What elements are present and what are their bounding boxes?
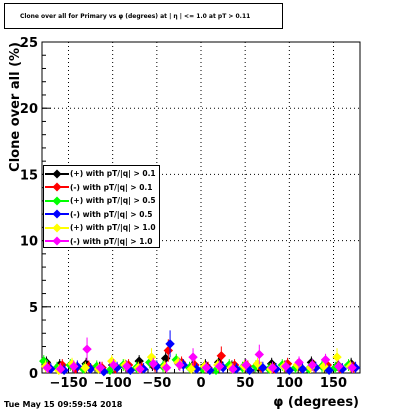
y-tick-label: 10 — [20, 235, 38, 250]
legend-marker — [44, 223, 70, 233]
x-tick-label: −100 — [94, 376, 132, 391]
data-point — [324, 365, 334, 376]
data-point — [347, 362, 357, 373]
legend-entry: (-) with pT/|q| > 0.5 — [44, 208, 159, 222]
data-point — [186, 364, 196, 374]
legend-marker — [44, 209, 70, 219]
data-point — [244, 365, 255, 376]
legend-label: (-) with pT/|q| > 0.5 — [70, 209, 153, 219]
data-point — [267, 362, 278, 373]
legend-entry: (+) with pT/|q| > 0.1 — [44, 167, 159, 181]
legend-label: (+) with pT/|q| > 0.1 — [70, 169, 156, 179]
chart-legend: (+) with pT/|q| > 0.1 (-) with pT/|q| > 0… — [43, 165, 160, 248]
y-tick-label: 5 — [29, 301, 38, 316]
datestamp: Tue May 15 09:59:54 2018 — [4, 400, 123, 409]
data-point — [281, 361, 291, 372]
legend-marker — [44, 196, 70, 206]
data-point — [214, 361, 225, 372]
data-point — [188, 352, 198, 362]
data-point — [105, 365, 115, 376]
data-point — [135, 364, 145, 374]
y-tick-label: 25 — [20, 36, 38, 51]
data-point — [216, 351, 227, 361]
y-axis-label: Clone over all (%) — [8, 42, 23, 172]
y-tick-label: 0 — [29, 367, 38, 382]
y-tick-label: 15 — [20, 168, 38, 183]
data-points — [39, 330, 361, 377]
chart-title-text: Clone over all for Primary vs φ (degrees… — [20, 13, 251, 20]
data-point — [55, 364, 66, 374]
data-point — [297, 364, 308, 374]
legend-entry: (+) with pT/|q| > 1.0 — [44, 221, 159, 235]
data-point — [175, 360, 185, 370]
x-tick-label: −150 — [49, 376, 87, 391]
data-point — [258, 362, 268, 373]
data-point — [69, 361, 79, 372]
x-tick-label: 150 — [320, 376, 347, 391]
data-point — [228, 364, 238, 374]
data-point — [201, 362, 212, 373]
tick-labels: −150 −100 −50 0 50 100 150 0 5 10 15 20 25 — [20, 36, 347, 391]
legend-entry: (-) with pT/|q| > 0.1 — [44, 181, 159, 195]
x-tick-label: −50 — [142, 376, 171, 391]
data-point — [82, 344, 92, 354]
x-axis-label: φ (degrees) — [273, 395, 359, 410]
chart-title: Clone over all for Primary vs φ (degrees… — [4, 3, 283, 29]
x-tick-label: 100 — [276, 376, 303, 391]
data-point — [122, 361, 132, 372]
data-point — [241, 360, 251, 370]
data-point — [294, 357, 304, 368]
legend-marker — [44, 182, 70, 192]
legend-label: (+) with pT/|q| > 1.0 — [70, 223, 156, 233]
legend-entry: (+) with pT/|q| > 0.5 — [44, 194, 159, 208]
legend-label: (+) with pT/|q| > 0.5 — [70, 196, 156, 206]
data-point — [254, 349, 265, 360]
data-point — [95, 362, 106, 373]
legend-label: (-) with pT/|q| > 0.1 — [70, 182, 153, 192]
legend-entry: (-) with pT/|q| > 1.0 — [44, 235, 159, 249]
data-point — [307, 360, 318, 370]
data-point — [108, 360, 119, 370]
data-point — [165, 339, 175, 349]
data-point — [148, 359, 159, 369]
data-point — [332, 352, 342, 362]
data-point — [161, 362, 172, 373]
data-point — [320, 355, 331, 365]
legend-marker — [44, 236, 70, 246]
legend-marker — [44, 169, 70, 179]
legend-label: (-) with pT/|q| > 1.0 — [70, 236, 153, 246]
x-tick-label: 0 — [196, 376, 205, 391]
y-tick-label: 20 — [20, 102, 38, 117]
data-point — [42, 362, 53, 373]
x-tick-label: 50 — [236, 376, 254, 391]
data-point — [80, 362, 90, 373]
data-point — [334, 361, 344, 372]
